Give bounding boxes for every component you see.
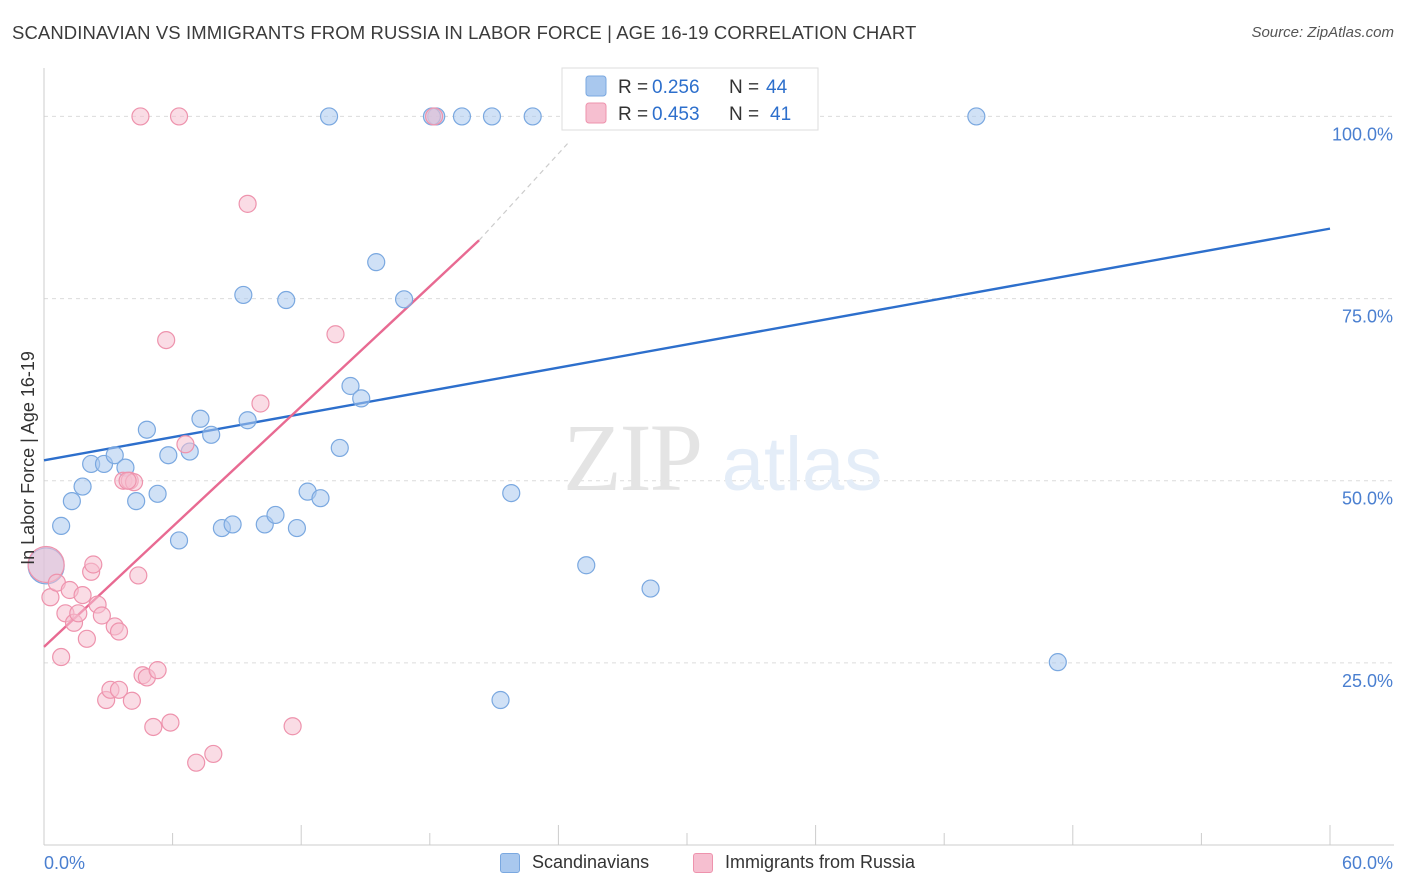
stats-r-value-blue: 0.256 xyxy=(652,77,700,98)
trend-line-russia-extension xyxy=(478,141,570,241)
scandinavian-point-21 xyxy=(266,505,285,525)
stats-n-value-pink: 41 xyxy=(770,104,791,125)
scandinavian-point-12 xyxy=(169,531,189,550)
trend-lines xyxy=(43,141,1331,648)
scandinavian-point-3 xyxy=(73,477,92,496)
russia-point-35 xyxy=(326,325,345,344)
y-tick-label-25: 25.0% xyxy=(1342,671,1393,691)
scandinavian-point-1 xyxy=(52,516,71,535)
stats-r-label-blue: R = xyxy=(618,77,648,98)
scandinavian-point-10 xyxy=(148,484,167,503)
stats-n-label-pink: N = xyxy=(729,104,759,125)
scandinavian-point-18 xyxy=(234,285,253,305)
scandinavian-point-11 xyxy=(159,446,178,465)
russia-point-25 xyxy=(144,717,163,737)
scandinavian-point-42 xyxy=(967,107,986,126)
legend-label-immigrants-russia: Immigrants from Russia xyxy=(725,852,916,872)
scandinavian-point-23 xyxy=(287,518,307,538)
x-tick-label-min: 0.0% xyxy=(44,853,85,873)
scandinavian-point-9 xyxy=(137,420,156,439)
y-tick-label-75: 75.0% xyxy=(1342,307,1393,327)
russia-point-29 xyxy=(176,435,195,454)
scandinavian-point-25 xyxy=(311,489,330,508)
scandinavian-point-15 xyxy=(202,425,221,444)
russia-point-34 xyxy=(283,717,302,736)
scandinavian-point-40 xyxy=(523,107,542,126)
russia-point-27 xyxy=(157,331,176,350)
scandinavian-point-28 xyxy=(352,389,371,408)
russia-point-3 xyxy=(52,647,71,667)
stats-n-label-blue: N = xyxy=(729,77,759,98)
axes xyxy=(43,68,1394,846)
y-tick-label-100: 100.0% xyxy=(1332,124,1393,144)
russia-point-7 xyxy=(69,604,88,623)
scandinavian-point-8 xyxy=(127,492,146,511)
chart-title: SCANDINAVIAN VS IMMIGRANTS FROM RUSSIA I… xyxy=(12,22,917,43)
legend-label-scandinavians: Scandinavians xyxy=(532,852,650,872)
russia-point-32 xyxy=(238,194,257,213)
scandinavian-point-38 xyxy=(452,107,472,126)
tick-labels: 25.0% 50.0% 75.0% 100.0% 0.0% 60.0% xyxy=(44,124,1393,873)
russia-point-30 xyxy=(187,753,206,772)
legend-scandinavians[interactable]: Scandinavians xyxy=(500,852,649,873)
data-points xyxy=(27,107,1067,772)
russia-point-33 xyxy=(251,394,270,413)
scandinavian-point-36 xyxy=(319,107,339,126)
stats-r-value-pink: 0.453 xyxy=(652,104,700,125)
stats-swatch-blue xyxy=(585,75,607,97)
russia-point-8 xyxy=(73,585,92,605)
russia-point-22 xyxy=(129,566,148,585)
scandinavian-point-19 xyxy=(238,411,257,430)
russia-point-0 xyxy=(27,545,65,584)
trend-line-scandinavians xyxy=(43,227,1331,462)
russia-point-39 xyxy=(424,107,444,126)
russia-point-11 xyxy=(84,555,103,574)
russia-point-13 xyxy=(92,606,111,625)
scandinavian-point-30 xyxy=(394,290,414,309)
scandinavian-point-26 xyxy=(330,438,349,458)
russia-point-40 xyxy=(118,471,137,490)
russia-point-28 xyxy=(161,713,180,732)
stats-r-label-pink: R = xyxy=(618,104,648,125)
scandinavian-point-32 xyxy=(577,556,596,575)
trend-line-russia xyxy=(43,239,480,648)
russia-point-26 xyxy=(148,661,167,680)
legend-immigrants-russia[interactable]: Immigrants from Russia xyxy=(693,852,915,873)
stats-swatch-pink xyxy=(585,102,607,124)
scandinavian-point-14 xyxy=(191,409,210,428)
russia-point-31 xyxy=(204,744,223,764)
legend-swatch-pink xyxy=(693,852,713,873)
scandinavian-point-17 xyxy=(223,515,242,534)
scandinavian-point-22 xyxy=(277,290,296,310)
y-axis-label: In Labor Force | Age 16-19 xyxy=(18,351,38,565)
scandinavian-point-31 xyxy=(502,484,521,503)
stats-legend: R = 0.256 N = 44 R = 0.453 N = 41 xyxy=(561,67,819,131)
russia-point-36 xyxy=(122,691,141,710)
x-tick-label-max: 60.0% xyxy=(1342,853,1393,873)
scandinavian-point-35 xyxy=(491,690,510,710)
russia-point-17 xyxy=(109,680,129,699)
source-label: Source: ZipAtlas.com xyxy=(1251,24,1394,41)
russia-point-19 xyxy=(109,622,129,641)
watermark-atlas: atlas xyxy=(722,422,883,507)
russia-point-38 xyxy=(169,107,189,126)
watermark-zip: ZIP xyxy=(563,404,701,511)
scandinavian-point-34 xyxy=(1048,653,1067,672)
stats-n-value-blue: 44 xyxy=(766,77,788,98)
russia-point-37 xyxy=(131,107,150,126)
russia-point-9 xyxy=(77,629,96,648)
scandinavian-point-39 xyxy=(482,107,502,126)
watermark: ZIP atlas xyxy=(563,404,882,511)
scandinavian-point-2 xyxy=(62,492,81,511)
scandinavian-point-33 xyxy=(641,579,660,598)
scandinavian-point-29 xyxy=(367,253,386,272)
scandinavian-point-27 xyxy=(341,376,360,396)
y-tick-label-50: 50.0% xyxy=(1342,489,1393,509)
legend-swatch-blue xyxy=(500,852,520,873)
scandinavian-point-6 xyxy=(105,446,124,465)
